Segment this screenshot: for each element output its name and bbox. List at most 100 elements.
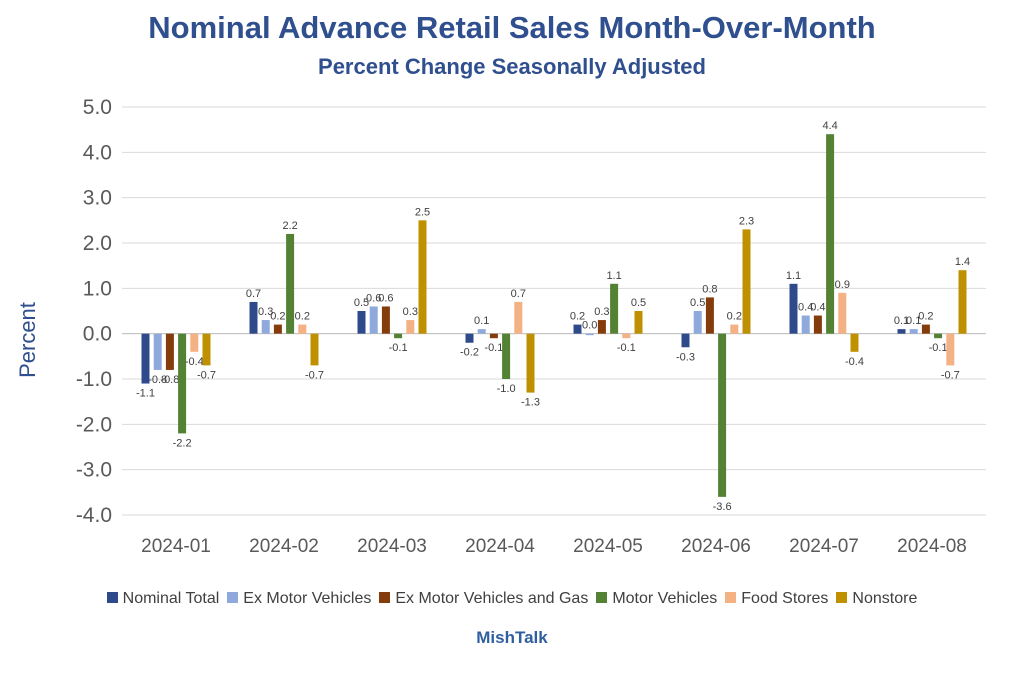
legend-item: Nonstore xyxy=(836,590,917,608)
data-label: 0.3 xyxy=(258,306,273,318)
bar xyxy=(801,315,810,334)
y-tick-label: 5.0 xyxy=(83,96,112,119)
bar xyxy=(286,233,295,334)
y-tick-label: -4.0 xyxy=(76,504,112,527)
bar xyxy=(622,333,631,339)
y-tick-label: 1.0 xyxy=(83,277,112,300)
bar xyxy=(909,329,918,334)
data-label: -0.7 xyxy=(305,369,324,381)
x-tick-label: 2024-05 xyxy=(573,536,643,557)
bar xyxy=(202,333,211,366)
chart-subtitle: Percent Change Seasonally Adjusted xyxy=(318,54,706,79)
bar xyxy=(634,311,643,334)
data-label: 2.3 xyxy=(739,215,754,227)
credit-text: MishTalk xyxy=(476,628,548,647)
data-label: -0.3 xyxy=(676,351,695,363)
data-label: -1.0 xyxy=(497,383,516,395)
data-label: 0.5 xyxy=(690,297,705,309)
legend-label: Motor Vehicles xyxy=(612,590,718,607)
data-label: -0.4 xyxy=(845,356,864,368)
bar xyxy=(369,306,378,334)
bar xyxy=(261,320,270,334)
bar xyxy=(178,333,187,434)
data-label: -0.2 xyxy=(460,347,479,359)
data-label: -0.1 xyxy=(617,342,636,354)
bar xyxy=(165,333,174,370)
bar xyxy=(526,333,535,393)
bar xyxy=(489,333,498,339)
bar xyxy=(958,270,967,334)
data-label: 0.6 xyxy=(366,292,381,304)
data-label: -1.3 xyxy=(521,397,540,409)
data-label: 0.7 xyxy=(246,288,261,300)
bar xyxy=(141,333,150,384)
data-label: -3.6 xyxy=(713,501,732,513)
data-label: 0.2 xyxy=(918,311,933,323)
data-label: -0.1 xyxy=(389,342,408,354)
bar xyxy=(681,333,690,348)
bar xyxy=(610,283,619,334)
legend-item: Nominal Total xyxy=(106,590,220,608)
y-tick-label: 3.0 xyxy=(83,187,112,210)
y-tick-label: -1.0 xyxy=(76,368,112,391)
legend-swatch xyxy=(836,592,848,603)
bar xyxy=(406,320,415,334)
bar xyxy=(381,306,390,334)
bar xyxy=(946,333,955,366)
legend-swatch xyxy=(596,592,608,603)
legend-label: Food Stores xyxy=(741,590,829,607)
legend-swatch xyxy=(379,592,391,603)
data-label: 0.1 xyxy=(474,315,489,327)
data-label: 0.1 xyxy=(906,315,921,327)
bar xyxy=(934,333,943,339)
bar xyxy=(693,311,702,334)
x-tick-label: 2024-04 xyxy=(465,536,535,557)
data-label: 4.4 xyxy=(822,120,837,132)
data-label: 0.6 xyxy=(378,292,393,304)
data-label: -0.8 xyxy=(148,374,167,386)
data-label: 2.5 xyxy=(415,206,430,218)
data-label: 0.2 xyxy=(270,311,285,323)
data-label: 1.4 xyxy=(955,256,970,268)
bar xyxy=(826,134,835,334)
data-label: 0.5 xyxy=(354,297,369,309)
data-label: -0.1 xyxy=(929,342,948,354)
data-label: 0.2 xyxy=(295,311,310,323)
bar xyxy=(465,333,474,343)
y-tick-label: 4.0 xyxy=(83,141,112,164)
chart-title: Nominal Advance Retail Sales Month-Over-… xyxy=(148,10,876,45)
bar xyxy=(850,333,859,352)
bar xyxy=(298,324,307,334)
data-label: -2.2 xyxy=(173,437,192,449)
bar xyxy=(718,333,727,497)
data-label: 0.4 xyxy=(798,302,813,314)
bar xyxy=(153,333,162,370)
data-label: 0.0 xyxy=(582,320,597,332)
legend-item: Ex Motor Vehicles xyxy=(227,590,371,608)
data-label: 0.8 xyxy=(702,283,717,295)
x-tick-label: 2024-03 xyxy=(357,536,427,557)
data-label: -0.1 xyxy=(484,342,503,354)
bar xyxy=(921,324,930,334)
bar xyxy=(418,220,427,334)
data-label: 0.9 xyxy=(835,279,850,291)
data-label: 0.2 xyxy=(570,311,585,323)
bar xyxy=(597,320,606,334)
x-tick-label: 2024-01 xyxy=(141,536,211,557)
data-label: 0.1 xyxy=(894,315,909,327)
legend-swatch xyxy=(725,592,737,603)
data-label: -1.1 xyxy=(136,388,155,400)
data-label: 1.1 xyxy=(606,270,621,282)
data-label: -0.7 xyxy=(197,369,216,381)
bar xyxy=(273,324,282,334)
bar xyxy=(705,297,714,334)
bar xyxy=(742,229,751,334)
data-label: -0.7 xyxy=(941,369,960,381)
x-tick-label: 2024-02 xyxy=(249,536,319,557)
bar xyxy=(310,333,319,366)
y-tick-label: 2.0 xyxy=(83,232,112,255)
legend-label: Nominal Total xyxy=(122,590,220,607)
x-tick-label: 2024-06 xyxy=(681,536,751,557)
bar xyxy=(730,324,739,334)
bar xyxy=(190,333,199,352)
